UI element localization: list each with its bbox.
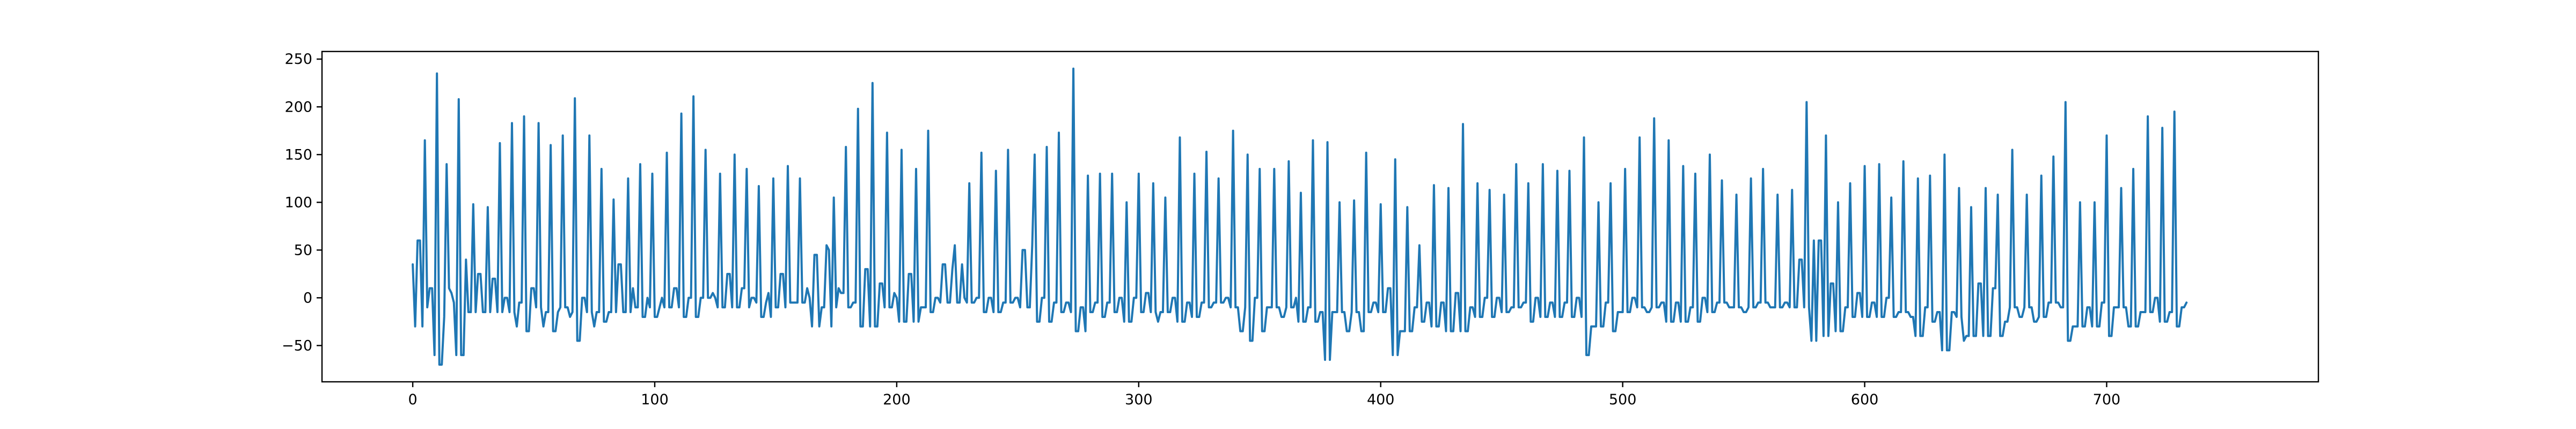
y-tick-label: 0 [303, 290, 312, 306]
y-axis: −50 0 50 100 150 200 250 [282, 51, 322, 354]
series-line [412, 68, 2188, 366]
x-tick-label: 700 [2093, 391, 2121, 408]
y-tick-label: 100 [284, 194, 312, 211]
y-tick-label: −50 [282, 337, 312, 354]
x-tick-label: 100 [641, 391, 669, 408]
x-tick-label: 200 [883, 391, 911, 408]
x-axis: 0 100 200 300 400 500 600 700 [408, 382, 2120, 408]
x-tick-label: 300 [1125, 391, 1153, 408]
x-tick-label: 600 [1851, 391, 1879, 408]
y-tick-label: 200 [284, 99, 312, 115]
y-tick-label: 50 [294, 242, 312, 258]
x-tick-label: 500 [1609, 391, 1637, 408]
x-tick-label: 400 [1367, 391, 1395, 408]
y-tick-label: 150 [284, 146, 312, 163]
y-tick-label: 250 [284, 51, 312, 68]
axes-frame [321, 50, 2319, 383]
x-tick-label: 0 [408, 391, 417, 408]
